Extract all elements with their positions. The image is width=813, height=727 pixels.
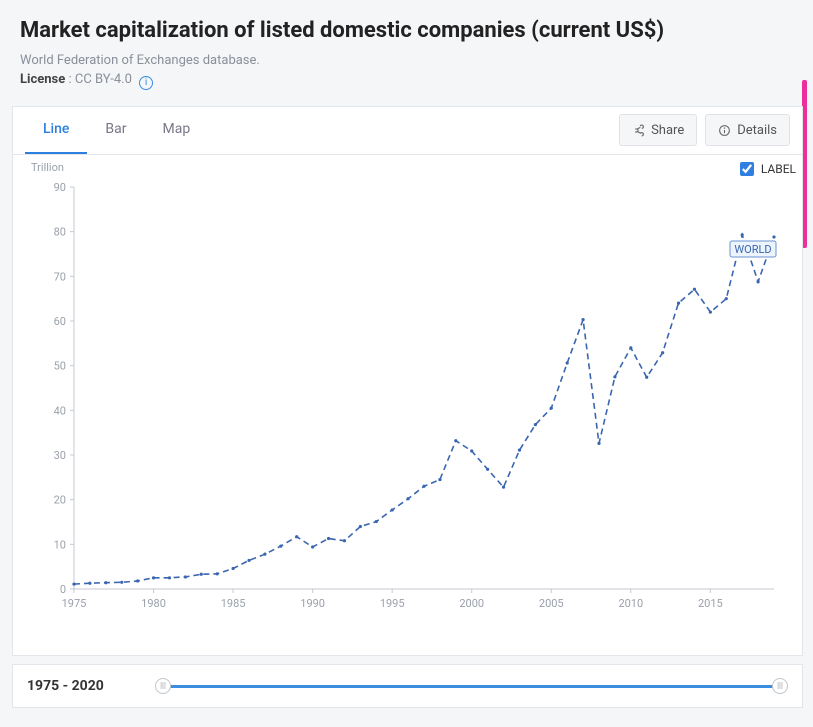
svg-text:2000: 2000: [459, 597, 484, 610]
range-from: 1975: [27, 678, 59, 694]
y-unit-label: Trillion: [31, 161, 64, 174]
details-info-icon: [718, 124, 731, 137]
line-chart: 0 10 20 30 40 50 60 70 80 90 1975 1980 1985 1990 1995 2…: [28, 163, 788, 623]
range-handle-left[interactable]: |||: [155, 678, 171, 694]
range-label: 1975 - 2020: [27, 678, 137, 694]
range-handle-right[interactable]: |||: [772, 678, 788, 694]
share-label: Share: [651, 123, 684, 138]
range-slider[interactable]: ||| |||: [155, 677, 788, 695]
svg-text:80: 80: [53, 225, 65, 238]
label-toggle-text: LABEL: [761, 162, 796, 176]
svg-text:90: 90: [53, 181, 65, 194]
label-toggle[interactable]: LABEL: [736, 159, 796, 179]
svg-text:50: 50: [53, 359, 65, 372]
tab-map[interactable]: Map: [145, 106, 209, 154]
license-row: License : CC BY-4.0 i: [20, 72, 793, 90]
svg-text:40: 40: [53, 404, 65, 417]
svg-text:20: 20: [53, 493, 65, 506]
license-label: License: [20, 72, 65, 87]
svg-text:2005: 2005: [538, 597, 563, 610]
chart-card: Line Bar Map Share Details Trillion LABE…: [12, 106, 803, 656]
svg-text:10: 10: [53, 538, 65, 551]
svg-text:30: 30: [53, 449, 65, 462]
header: Market capitalization of listed domestic…: [0, 0, 813, 100]
svg-text:1990: 1990: [300, 597, 325, 610]
license-value: CC BY-4.0: [75, 72, 132, 87]
svg-text:1975: 1975: [61, 597, 86, 610]
range-to: 2020: [72, 678, 104, 694]
svg-text:60: 60: [53, 315, 65, 328]
time-range-bar: 1975 - 2020 ||| |||: [12, 664, 803, 708]
svg-text:1995: 1995: [379, 597, 404, 610]
svg-text:1980: 1980: [141, 597, 166, 610]
svg-text:70: 70: [53, 270, 65, 283]
tab-line[interactable]: Line: [25, 106, 87, 154]
tab-bar[interactable]: Bar: [87, 106, 144, 154]
chart-area: Trillion LABEL 0 10 20 30 40 50 60 70 80 90 1975 19…: [13, 155, 802, 655]
source-text: World Federation of Exchanges database.: [20, 53, 793, 68]
svg-text:WORLD: WORLD: [734, 243, 771, 256]
svg-text:2015: 2015: [697, 597, 722, 610]
info-icon[interactable]: i: [139, 76, 153, 90]
svg-text:0: 0: [59, 583, 65, 596]
range-track: [163, 685, 780, 688]
details-label: Details: [737, 123, 777, 138]
share-icon: [632, 124, 645, 137]
label-checkbox[interactable]: [740, 162, 754, 176]
tabs-row: Line Bar Map Share Details: [13, 107, 802, 155]
range-sep: -: [63, 678, 72, 694]
svg-text:1985: 1985: [220, 597, 245, 610]
page-title: Market capitalization of listed domestic…: [20, 18, 793, 43]
share-button[interactable]: Share: [619, 114, 697, 146]
details-button[interactable]: Details: [705, 114, 790, 146]
svg-text:2010: 2010: [618, 597, 643, 610]
